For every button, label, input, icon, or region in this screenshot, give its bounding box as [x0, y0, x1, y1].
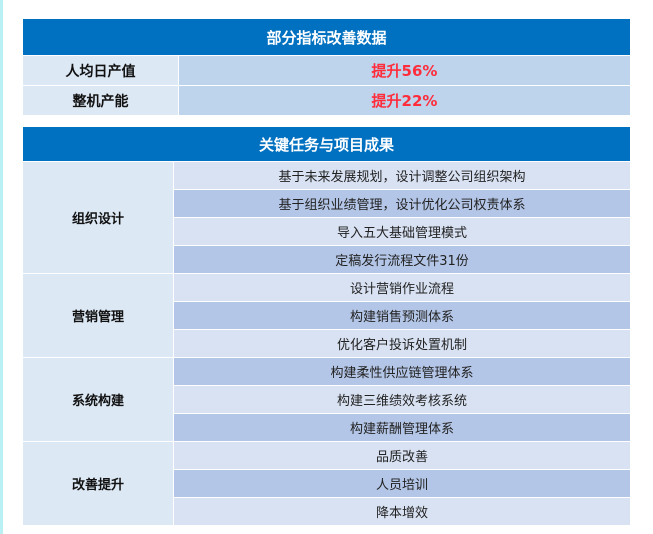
- task-row: 组织设计 基于未来发展规划，设计调整公司组织架构: [22, 161, 631, 274]
- task-item: 降本增效: [173, 497, 631, 526]
- task-item: 定稿发行流程文件31份: [173, 245, 631, 274]
- task-item: 构建销售预测体系: [173, 301, 631, 330]
- task-item: 设计营销作业流程: [173, 273, 631, 302]
- metric-value: 提升56%: [178, 55, 631, 86]
- task-row: 构建销售预测体系: [23, 301, 631, 330]
- task-item: 人员培训: [173, 469, 631, 498]
- left-edge: [0, 0, 3, 534]
- metrics-table: 部分指标改善数据 人均日产值 提升56% 整机产能 提升22%: [22, 18, 631, 116]
- task-row: 基于组织业绩管理，设计优化公司权责体系: [23, 189, 631, 218]
- metrics-title: 部分指标改善数据: [22, 18, 631, 56]
- task-item: 品质改善: [173, 441, 631, 470]
- tasks-title: 关键任务与项目成果: [22, 126, 631, 162]
- metric-value: 提升22%: [178, 85, 631, 116]
- task-row: 人员培训: [23, 469, 631, 498]
- task-row: 构建薪酬管理体系: [23, 413, 631, 442]
- task-item: 构建柔性供应链管理体系: [173, 357, 631, 386]
- task-item: 基于未来发展规划，设计调整公司组织架构: [173, 161, 631, 190]
- metric-label: 人均日产值: [22, 55, 179, 86]
- metric-row: 人均日产值 提升56%: [22, 55, 631, 86]
- task-item: 优化客户投诉处置机制: [173, 329, 631, 358]
- task-row: 优化客户投诉处置机制: [23, 329, 631, 358]
- task-row: 构建三维绩效考核系统: [23, 385, 631, 414]
- task-row: 系统构建 构建柔性供应链管理体系: [22, 357, 631, 442]
- task-item: 导入五大基础管理模式: [173, 217, 631, 246]
- task-row: 改善提升 品质改善: [22, 441, 631, 526]
- task-item: 构建三维绩效考核系统: [173, 385, 631, 414]
- task-item: 构建薪酬管理体系: [173, 413, 631, 442]
- tasks-table: 关键任务与项目成果 组织设计 基于未来发展规划，设计调整公司组织架构 基于组织业绩管理…: [22, 126, 631, 526]
- task-category: 营销管理: [22, 273, 174, 358]
- task-row: 降本增效: [23, 497, 631, 526]
- metric-label: 整机产能: [22, 85, 179, 116]
- task-category: 改善提升: [22, 441, 174, 526]
- task-row: 营销管理 设计营销作业流程: [22, 273, 631, 358]
- task-item: 基于组织业绩管理，设计优化公司权责体系: [173, 189, 631, 218]
- task-category: 系统构建: [22, 357, 174, 442]
- metric-row: 整机产能 提升22%: [22, 85, 631, 116]
- task-category: 组织设计: [22, 161, 174, 274]
